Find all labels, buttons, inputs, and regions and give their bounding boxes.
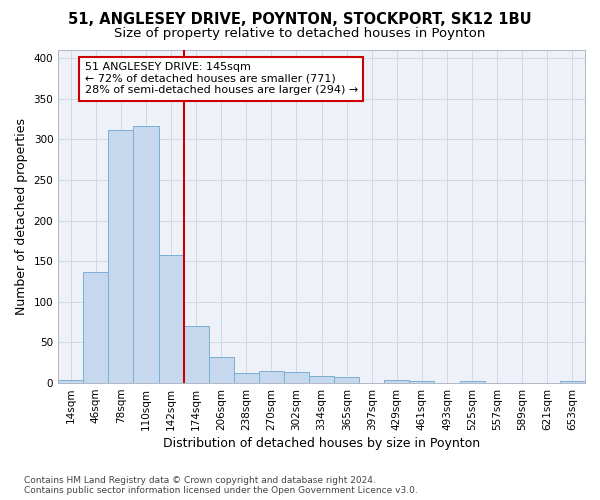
Bar <box>284 372 309 383</box>
Bar <box>184 326 209 383</box>
Bar <box>133 126 158 383</box>
Bar <box>460 382 485 383</box>
Bar <box>158 254 184 383</box>
Text: 51 ANGLESEY DRIVE: 145sqm
← 72% of detached houses are smaller (771)
28% of semi: 51 ANGLESEY DRIVE: 145sqm ← 72% of detac… <box>85 62 358 96</box>
Bar <box>334 378 359 383</box>
Bar <box>309 376 334 383</box>
Bar <box>234 372 259 383</box>
Bar <box>385 380 409 383</box>
Text: Size of property relative to detached houses in Poynton: Size of property relative to detached ho… <box>115 28 485 40</box>
Bar <box>58 380 83 383</box>
Text: 51, ANGLESEY DRIVE, POYNTON, STOCKPORT, SK12 1BU: 51, ANGLESEY DRIVE, POYNTON, STOCKPORT, … <box>68 12 532 28</box>
Bar <box>109 130 133 383</box>
X-axis label: Distribution of detached houses by size in Poynton: Distribution of detached houses by size … <box>163 437 480 450</box>
Bar <box>560 382 585 383</box>
Y-axis label: Number of detached properties: Number of detached properties <box>15 118 28 315</box>
Bar <box>409 382 434 383</box>
Bar <box>209 357 234 383</box>
Bar <box>83 272 109 383</box>
Text: Contains HM Land Registry data © Crown copyright and database right 2024.
Contai: Contains HM Land Registry data © Crown c… <box>24 476 418 495</box>
Bar <box>259 371 284 383</box>
